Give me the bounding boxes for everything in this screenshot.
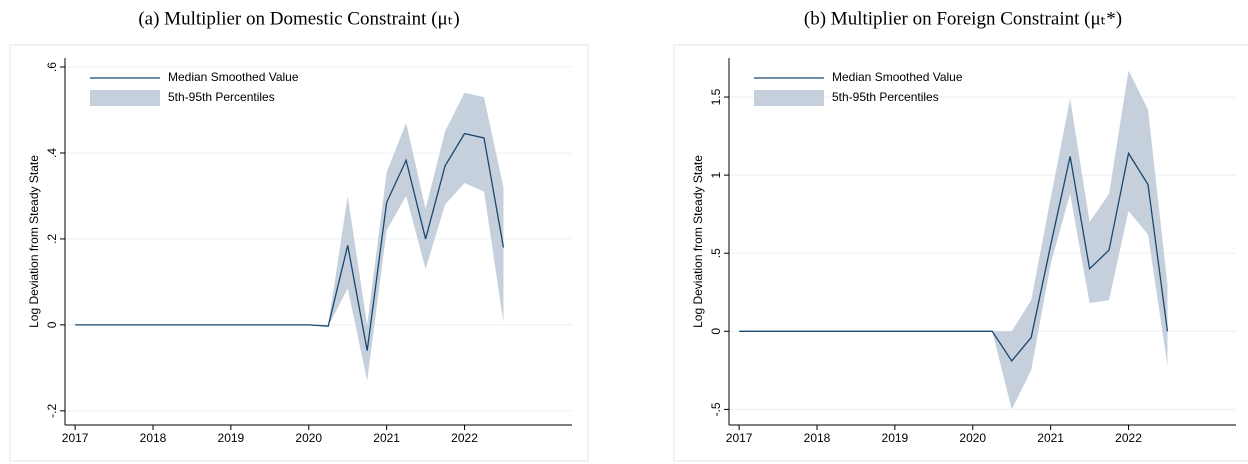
- y-tick-label: 0: [709, 328, 723, 335]
- y-tick-label: .2: [45, 234, 59, 244]
- y-tick-label: 0: [45, 321, 59, 328]
- legend-swatch: [90, 90, 160, 106]
- legend-label: Median Smoothed Value: [832, 70, 963, 84]
- panel-frame: [673, 44, 1248, 462]
- x-tick-label: 2020: [959, 431, 986, 445]
- x-tick-label: 2017: [726, 431, 753, 445]
- y-axis-label: Log Deviation from Steady State: [27, 155, 41, 328]
- y-axis-label: Log Deviation from Steady State: [691, 155, 705, 328]
- chart-title: (a) Multiplier on Domestic Constraint (μ…: [138, 8, 459, 29]
- x-tick-label: 2018: [804, 431, 831, 445]
- y-tick-label: .6: [45, 62, 59, 72]
- y-tick-label: .4: [45, 148, 59, 158]
- x-tick-label: 2021: [373, 431, 400, 445]
- x-tick-label: 2022: [451, 431, 478, 445]
- y-tick-label: 1: [709, 171, 723, 178]
- x-tick-label: 2018: [140, 431, 167, 445]
- legend-label: 5th-95th Percentiles: [168, 90, 275, 104]
- y-tick-label: -.2: [45, 403, 59, 417]
- legend-swatch: [754, 90, 824, 106]
- median-line: [75, 132, 505, 351]
- x-tick-label: 2019: [218, 431, 245, 445]
- y-tick-label: 1.5: [709, 88, 723, 105]
- chart-title: (b) Multiplier on Foreign Constraint (μₜ…: [804, 8, 1122, 29]
- x-tick-label: 2020: [295, 431, 322, 445]
- median-line: [739, 151, 1169, 363]
- x-tick-label: 2022: [1115, 431, 1142, 445]
- legend-label: Median Smoothed Value: [168, 70, 299, 84]
- x-tick-label: 2017: [62, 431, 89, 445]
- y-tick-label: .5: [709, 248, 723, 258]
- x-tick-label: 2019: [882, 431, 909, 445]
- percentile-band: [75, 92, 504, 381]
- percentile-band: [739, 70, 1168, 410]
- legend-label: 5th-95th Percentiles: [832, 90, 939, 104]
- y-tick-label: -.5: [709, 402, 723, 416]
- panel-frame: [9, 44, 589, 462]
- x-tick-label: 2021: [1037, 431, 1064, 445]
